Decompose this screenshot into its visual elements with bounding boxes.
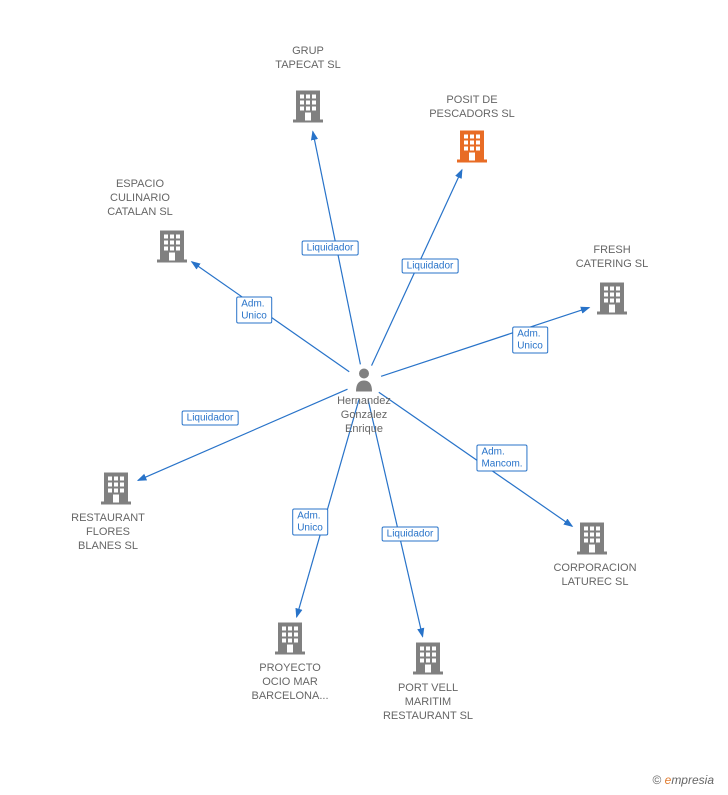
company-node-portvell[interactable] (413, 641, 443, 680)
company-label-grup_tapecat: GRUP TAPECAT SL (275, 45, 340, 73)
company-node-fresh[interactable] (597, 281, 627, 320)
company-node-corporacion[interactable] (577, 521, 607, 560)
edge-label-posit: Liquidador (402, 259, 459, 274)
edge-label-grup_tapecat: Liquidador (302, 241, 359, 256)
company-node-restaurant[interactable] (101, 471, 131, 510)
company-label-portvell: PORT VELL MARITIM RESTAURANT SL (383, 682, 473, 723)
company-node-espacio[interactable] (157, 229, 187, 268)
edge-label-proyecto: Adm. Unico (292, 509, 328, 536)
edge-line-restaurant (138, 389, 347, 480)
company-label-corporacion: CORPORACION LATUREC SL (553, 562, 636, 590)
company-label-fresh: FRESH CATERING SL (576, 244, 649, 272)
edge-label-restaurant: Liquidador (182, 411, 239, 426)
edge-label-portvell: Liquidador (382, 527, 439, 542)
center-person-node[interactable] (354, 368, 374, 397)
edge-label-fresh: Adm. Unico (512, 327, 548, 354)
company-label-proyecto: PROYECTO OCIO MAR BARCELONA... (251, 662, 328, 703)
edge-line-fresh (381, 308, 589, 377)
copyright-symbol: © (652, 773, 661, 787)
company-label-posit: POSIT DE PESCADORS SL (429, 94, 515, 122)
center-person-label: Hernandez Gonzalez Enrique (337, 395, 391, 436)
edge-label-corporacion: Adm. Mancom. (476, 445, 527, 472)
edge-label-espacio: Adm. Unico (236, 297, 272, 324)
company-label-restaurant: RESTAURANT FLORES BLANES SL (71, 512, 145, 553)
company-node-proyecto[interactable] (275, 621, 305, 660)
brand-text: mpresia (671, 773, 714, 787)
watermark: © empresia (652, 773, 714, 787)
network-diagram: { "canvas": { "width": 728, "height": 79… (0, 0, 728, 795)
company-node-grup_tapecat[interactable] (293, 89, 323, 128)
company-label-espacio: ESPACIO CULINARIO CATALAN SL (107, 178, 173, 219)
company-node-posit[interactable] (457, 129, 487, 168)
